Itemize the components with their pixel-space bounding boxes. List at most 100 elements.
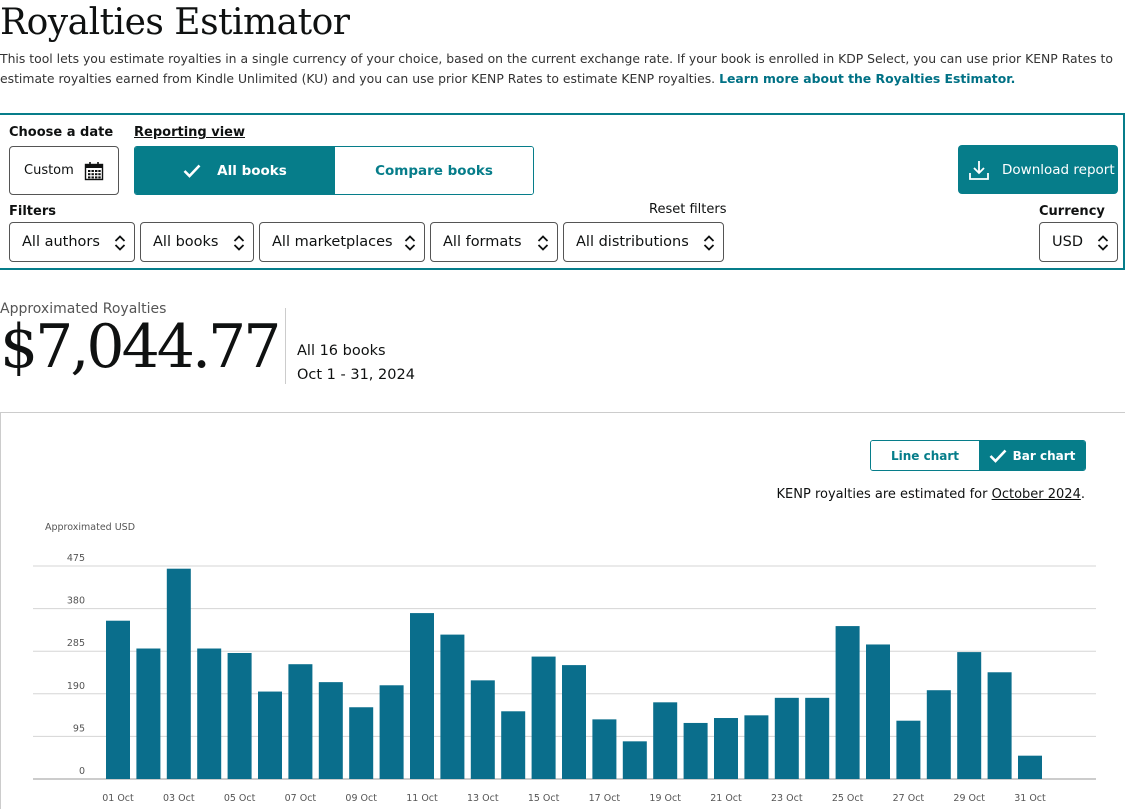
x-tick-label: 27 Oct — [893, 793, 925, 804]
x-tick-label: 09 Oct — [345, 793, 377, 804]
x-tick-label: 13 Oct — [467, 793, 499, 804]
y-axis-label: Approximated USD — [45, 522, 135, 533]
bar-31-oct[interactable] — [1018, 755, 1042, 779]
bar-30-oct[interactable] — [987, 672, 1012, 779]
bar-06-oct[interactable] — [258, 691, 282, 779]
bar-03-oct[interactable] — [166, 568, 191, 779]
chevron-up-down-icon — [537, 235, 549, 251]
y-tick-label: 285 — [67, 638, 85, 649]
chart-type-toggle: Line chart Bar chart — [870, 440, 1086, 471]
calendar-icon — [84, 161, 104, 180]
x-tick-label: 15 Oct — [528, 793, 560, 804]
all-books-view-label: All books — [217, 162, 287, 179]
bar-chart-button[interactable]: Bar chart — [979, 441, 1085, 470]
x-tick-label: 31 Oct — [1014, 793, 1046, 804]
bar-17-oct[interactable] — [592, 719, 617, 779]
bar-11-oct[interactable] — [410, 613, 434, 779]
formats-select-value: All formats — [443, 234, 522, 250]
bar-22-oct[interactable] — [744, 715, 769, 779]
bar-09-oct[interactable] — [349, 707, 374, 779]
bar-24-oct[interactable] — [805, 697, 830, 779]
authors-select-value: All authors — [22, 234, 100, 250]
bar-18-oct[interactable] — [622, 741, 647, 779]
bar-26-oct[interactable] — [866, 644, 890, 779]
distributions-select-value: All distributions — [576, 234, 689, 250]
y-tick-label: 190 — [67, 681, 85, 692]
page-title: Royalties Estimator — [0, 2, 350, 43]
marketplaces-select[interactable]: All marketplaces — [259, 222, 425, 262]
y-tick-label: 0 — [79, 766, 85, 777]
y-tick-label: 475 — [67, 553, 85, 564]
page-description: This tool lets you estimate royalties in… — [0, 49, 1120, 89]
date-picker-button[interactable]: Custom — [9, 146, 119, 195]
bar-28-oct[interactable] — [926, 690, 951, 779]
bar-14-oct[interactable] — [501, 711, 526, 779]
books-select[interactable]: All books — [140, 222, 254, 262]
bar-25-oct[interactable] — [835, 626, 860, 779]
x-tick-label: 05 Oct — [224, 793, 256, 804]
x-tick-label: 01 Oct — [102, 793, 134, 804]
download-report-label: Download report — [1002, 161, 1115, 178]
bar-29-oct[interactable] — [957, 652, 982, 779]
currency-select-value: USD — [1052, 234, 1083, 250]
x-tick-label: 29 Oct — [953, 793, 985, 804]
x-tick-label: 17 Oct — [589, 793, 621, 804]
distributions-select[interactable]: All distributions — [563, 222, 724, 262]
bar-27-oct[interactable] — [896, 720, 921, 779]
date-value: Custom — [24, 163, 74, 178]
download-report-button[interactable]: Download report — [958, 145, 1118, 194]
all-books-view-button[interactable]: All books — [135, 147, 335, 194]
reset-filters-link[interactable]: Reset filters — [649, 202, 727, 217]
books-select-value: All books — [153, 234, 219, 250]
bar-23-oct[interactable] — [774, 697, 799, 779]
bar-chart-label: Bar chart — [1012, 448, 1076, 463]
y-tick-label: 95 — [73, 723, 85, 734]
books-count: All 16 books — [297, 343, 386, 359]
checkmark-icon — [183, 164, 201, 178]
bar-16-oct[interactable] — [562, 665, 586, 779]
date-label: Choose a date — [9, 125, 114, 140]
x-tick-label: 03 Oct — [163, 793, 195, 804]
bar-04-oct[interactable] — [197, 648, 222, 779]
royalties-bar-chart: Approximated USD 0 95 190 285 380 475 01 Oct 03 … — [33, 522, 1096, 804]
bar-12-oct[interactable] — [440, 634, 465, 779]
chevron-up-down-icon — [703, 235, 715, 251]
x-tick-label: 07 Oct — [285, 793, 317, 804]
currency-label: Currency — [1039, 204, 1105, 219]
marketplaces-select-value: All marketplaces — [272, 234, 393, 250]
chevron-up-down-icon — [233, 235, 245, 251]
bar-01-oct[interactable] — [106, 620, 130, 779]
bar-13-oct[interactable] — [470, 680, 495, 779]
bar-10-oct[interactable] — [379, 685, 404, 779]
bar-20-oct[interactable] — [683, 722, 708, 779]
x-tick-label: 23 Oct — [771, 793, 803, 804]
bar-15-oct[interactable] — [531, 656, 556, 779]
bar-05-oct[interactable] — [227, 652, 252, 779]
royalties-total: $7,044.77 — [0, 312, 281, 382]
x-tick-label: 11 Oct — [406, 793, 438, 804]
filters-panel: Choose a date Reporting view Custom All … — [0, 113, 1125, 270]
bar-19-oct[interactable] — [653, 702, 678, 779]
kenp-month-link[interactable]: October 2024 — [991, 487, 1081, 502]
x-tick-label: 25 Oct — [832, 793, 864, 804]
bar-21-oct[interactable] — [714, 718, 738, 779]
checkmark-icon — [989, 449, 1007, 463]
chevron-up-down-icon — [114, 235, 126, 251]
currency-select[interactable]: USD — [1039, 222, 1118, 262]
line-chart-button[interactable]: Line chart — [871, 441, 979, 470]
kenp-note-text: KENP royalties are estimated for — [776, 487, 988, 502]
bar-08-oct[interactable] — [318, 682, 343, 779]
authors-select[interactable]: All authors — [9, 222, 135, 262]
kenp-note: KENP royalties are estimated for October… — [777, 487, 1085, 502]
reporting-view-toggle: All books Compare books — [134, 146, 534, 195]
download-icon — [969, 160, 989, 180]
kenp-note-suffix: . — [1080, 487, 1085, 502]
chevron-up-down-icon — [404, 235, 416, 251]
learn-more-link[interactable]: Learn more about the Royalties Estimator… — [719, 71, 1016, 86]
bar-02-oct[interactable] — [136, 648, 161, 779]
bar-07-oct[interactable] — [288, 664, 313, 779]
formats-select[interactable]: All formats — [430, 222, 558, 262]
compare-books-view-button[interactable]: Compare books — [335, 147, 533, 194]
chart-panel: Line chart Bar chart KENP royalties are … — [0, 412, 1125, 809]
reporting-view-label[interactable]: Reporting view — [134, 125, 245, 140]
